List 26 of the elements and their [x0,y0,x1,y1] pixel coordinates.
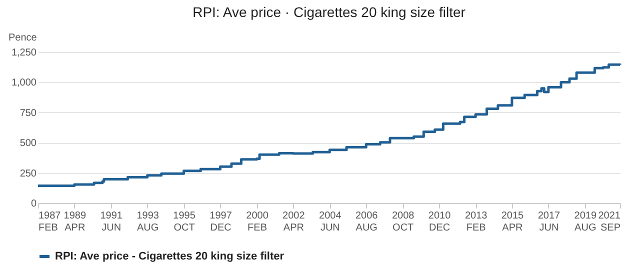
x-tick-label: 1987 FEB [38,210,62,234]
y-tick-label: 750 [20,108,37,119]
y-axis-title: Pence [8,32,38,44]
y-tick-label: 250 [20,168,37,180]
x-tick-label: 2015 APR [501,210,524,234]
y-tick-label: 1,000 [11,78,37,89]
x-tick-label: 1989 APR [64,210,86,234]
y-tick-label: 500 [20,138,37,150]
x-tick-label: 1991 JUN [100,210,123,234]
x-tick-label: 2013 FEB [464,210,488,234]
x-tick-label: 2010 DEC [428,210,452,234]
x-tick-label: 2006 AUG [355,210,378,234]
y-tick-label: 1,250 [11,48,37,58]
x-tick-label: 2002 APR [282,210,306,234]
legend-label: RPI: Ave price - Cigarettes 20 king size filter [55,250,285,262]
x-tick-label: 2019 AUG [574,210,597,234]
x-tick-label: 2004 JUN [319,210,342,234]
x-tick-label: 1995 OCT [173,210,196,234]
x-tick-label: 2000 FEB [246,210,269,234]
y-tick-label: 0 [30,198,37,210]
chart-title: RPI: Ave price · Cigarettes 20 king size filter [192,4,466,20]
x-tick-label: 2017 JUN [538,210,560,234]
x-tick-label: 1997 DEC [210,210,232,234]
x-tick-label: 1993 AUG [136,210,160,234]
x-tick-label: 2008 OCT [392,210,415,234]
x-tick-label: 2021 SEP [598,210,621,234]
